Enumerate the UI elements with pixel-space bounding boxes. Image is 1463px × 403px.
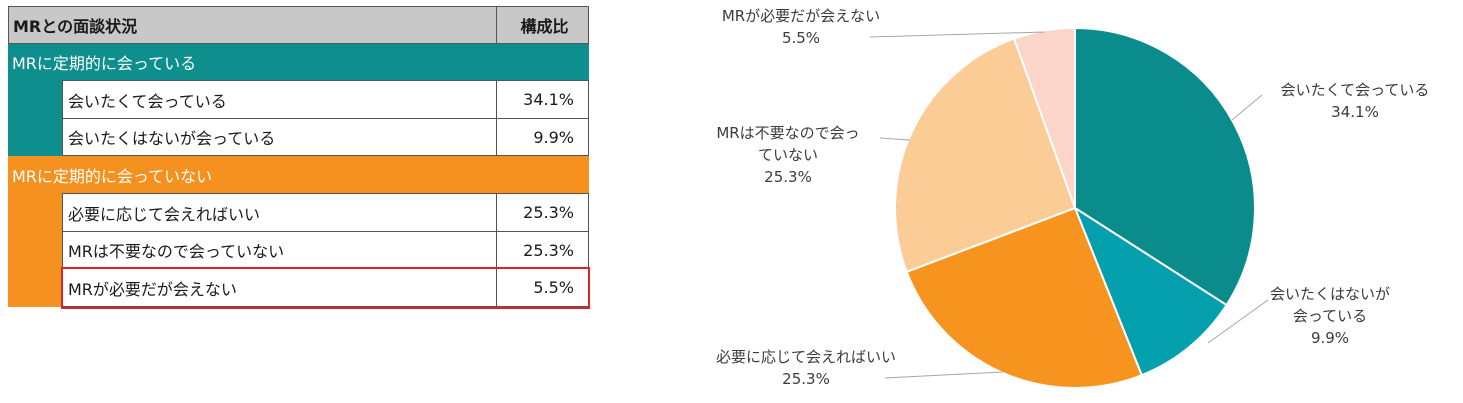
- row-value: 5.5%: [496, 268, 589, 307]
- leader-line: [1231, 94, 1263, 121]
- row-value: 25.3%: [496, 231, 589, 269]
- row-label: 会いたくて会っている: [62, 80, 497, 119]
- group-header-meeting: MRに定期的に会っている: [8, 44, 589, 80]
- row-value: 9.9%: [496, 118, 589, 156]
- row-label: 会いたくはないが会っている: [62, 118, 497, 156]
- leader-line: [869, 31, 1046, 38]
- pie-slice: [894, 37, 1077, 274]
- leader-line: [1207, 299, 1269, 344]
- highlight-frame: [61, 267, 590, 309]
- slice-label: MRは不要なので会っていない 25.3%: [716, 124, 859, 186]
- leader-line: [879, 137, 911, 141]
- group-header-not-meeting: MRに定期的に会っていない: [8, 156, 589, 193]
- slice-label: 会いたくはないが会っている 9.9%: [1270, 285, 1390, 347]
- composition-table: MRとの面談状況 構成比 MRに定期的に会っている 会いたくて会っている 34.…: [8, 6, 590, 309]
- table-header-ratio: 構成比: [496, 6, 589, 44]
- group-indent-not-meeting: [8, 193, 62, 307]
- row-label: MRは不要なので会っていない: [62, 231, 497, 269]
- group-indent-meeting: [8, 80, 62, 156]
- row-label: MRが必要だが会えない: [62, 268, 497, 307]
- pie-slice: [1012, 26, 1076, 209]
- row-label: 必要に応じて会えればいい: [62, 193, 497, 232]
- pie-slice: [1072, 205, 1228, 377]
- table-header-title: MRとの面談状況: [8, 6, 497, 44]
- leader-line: [884, 371, 1004, 379]
- slice-label: 会いたくて会っている 34.1%: [1281, 81, 1430, 121]
- pie-slice: [905, 206, 1144, 389]
- row-value: 34.1%: [496, 80, 589, 119]
- slice-label: MRが必要だが会えない 5.5%: [722, 7, 880, 47]
- slice-label: 必要に応じて会えればいい 25.3%: [716, 348, 896, 388]
